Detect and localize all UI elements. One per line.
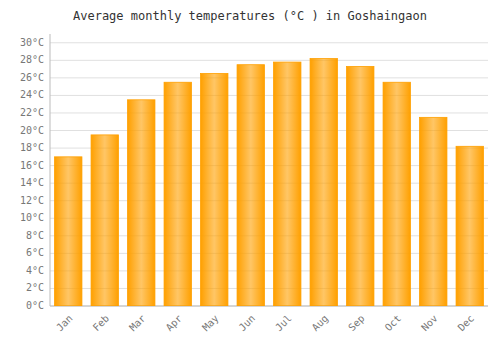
bar — [310, 59, 337, 306]
grid-line — [50, 42, 488, 43]
x-tick-label: Dec — [456, 313, 477, 334]
y-tick-label: 14°C — [20, 177, 44, 188]
y-tick-label: 12°C — [20, 195, 44, 206]
x-tick-label: Aug — [310, 313, 331, 334]
x-tick-label: Apr — [164, 313, 185, 334]
y-axis-line — [50, 34, 51, 306]
y-tick-label: 10°C — [20, 212, 44, 223]
x-tick-label: Feb — [91, 313, 112, 334]
grid-line — [50, 60, 488, 61]
chart: 0°C 2°C 4°C 6°C 8°C 10°C 12°C 14°C 16°C 18°C 20°C 2… — [0, 0, 500, 350]
grid-line — [50, 77, 488, 78]
y-tick-label: 0°C — [26, 300, 44, 311]
x-tick-label: Jan — [54, 313, 75, 334]
grid — [50, 43, 488, 306]
y-tick-label: 2°C — [26, 282, 44, 293]
y-tick-label: 4°C — [26, 265, 44, 276]
y-tick-label: 8°C — [26, 230, 44, 241]
bar — [201, 73, 228, 306]
y-tick-label: 22°C — [20, 107, 44, 118]
y-tick-label: 24°C — [20, 89, 44, 100]
x-tick-label: May — [200, 313, 221, 334]
bar — [128, 100, 155, 306]
bar — [274, 62, 301, 306]
x-tick-label: Sep — [346, 313, 367, 334]
y-tick-label: 30°C — [20, 37, 44, 48]
bars — [55, 59, 484, 306]
y-tick-label: 26°C — [20, 72, 44, 83]
grid-line — [50, 112, 488, 113]
x-tick-label: Mar — [127, 313, 148, 334]
bar — [91, 135, 118, 306]
x-tick-label: Jun — [237, 313, 258, 334]
x-tick-label: Jul — [273, 313, 294, 334]
bar — [456, 146, 483, 306]
y-tick-label: 18°C — [20, 142, 44, 153]
grid-line — [50, 95, 488, 96]
y-tick-label: 28°C — [20, 54, 44, 65]
y-tick-label: 20°C — [20, 125, 44, 136]
bar — [164, 82, 191, 306]
y-axis: 0°C 2°C 4°C 6°C 8°C 10°C 12°C 14°C 16°C 18°C 20°C 2… — [20, 34, 488, 311]
y-tick-label: 6°C — [26, 247, 44, 258]
x-tick-label: Oct — [383, 313, 404, 334]
bar — [420, 117, 447, 306]
bar — [55, 157, 82, 306]
title: Average monthly temperatures (°C ) in Go… — [73, 9, 427, 23]
bar — [347, 66, 374, 306]
y-tick-label: 16°C — [20, 160, 44, 171]
x-tick-label: Nov — [419, 313, 440, 334]
bar — [237, 65, 264, 306]
bar — [383, 82, 410, 306]
x-axis: Jan Feb Mar Apr May Jun Jul Aug Sep Oct Nov Dec — [54, 313, 476, 334]
chart-container: 0°C 2°C 4°C 6°C 8°C 10°C 12°C 14°C 16°C 18°C 20°C 2… — [0, 0, 500, 350]
